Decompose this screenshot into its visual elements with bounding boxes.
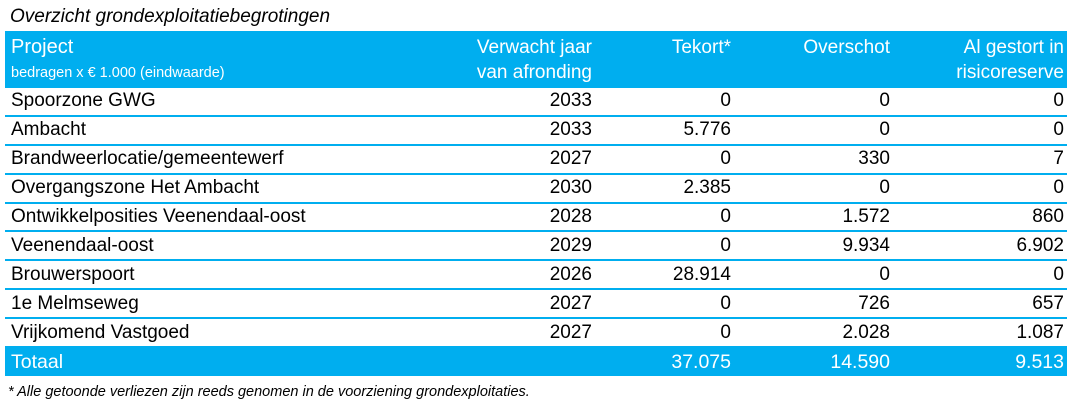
header-project-label: Project	[11, 36, 74, 58]
overschot-cell: 0	[879, 177, 890, 199]
year-cell: 2027	[549, 148, 592, 170]
year-cell: 2027	[549, 292, 592, 314]
project-cell: Ambacht	[11, 119, 86, 141]
table-row: Ambacht 2033 5.776 0 0	[5, 117, 1067, 146]
project-cell: Overgangszone Het Ambacht	[11, 177, 260, 199]
header-reserve: Al gestort in risicoreserve	[890, 31, 1067, 88]
total-reserve-cell: 9.513	[1015, 350, 1064, 373]
header-year: Verwacht jaar van afronding	[455, 31, 592, 88]
project-cell: Brandweerlocatie/gemeentewerf	[11, 148, 284, 170]
table-row: Veenendaal-oost 2029 0 9.934 6.902	[5, 232, 1067, 262]
overschot-cell: 330	[858, 148, 890, 170]
year-cell: 2030	[549, 177, 592, 199]
reserve-cell: 1.087	[1016, 321, 1064, 343]
tekort-cell: 0	[720, 234, 731, 256]
project-cell: Vrijkomend Vastgoed	[11, 321, 190, 343]
header-year-line1: Verwacht jaar	[476, 37, 592, 58]
tekort-cell: 5.776	[683, 119, 731, 141]
tekort-cell: 0	[720, 90, 731, 112]
overschot-cell: 0	[879, 263, 890, 285]
page-title: Overzicht grondexploitatiebegrotingen	[10, 6, 331, 27]
header-tekort: Tekort*	[592, 31, 731, 88]
project-cell: Brouwerspoort	[11, 263, 135, 285]
table-row: Brandweerlocatie/gemeentewerf 2027 0 330…	[5, 146, 1067, 175]
header-tekort-label: Tekort*	[671, 37, 731, 58]
total-label: Totaal	[11, 350, 64, 373]
table-row: Overgangszone Het Ambacht 2030 2.385 0 0	[5, 175, 1067, 204]
header-project-sublabel: bedragen x € 1.000 (eindwaarde)	[11, 65, 225, 81]
total-overschot-cell: 14.590	[830, 350, 890, 373]
budget-table: Project bedragen x € 1.000 (eindwaarde) …	[5, 31, 1067, 377]
table-row: Vrijkomend Vastgoed 2027 0 2.028 1.087	[5, 319, 1067, 349]
table-header-row: Project bedragen x € 1.000 (eindwaarde) …	[5, 31, 1067, 88]
project-cell: Spoorzone GWG	[11, 90, 156, 112]
header-project: Project bedragen x € 1.000 (eindwaarde)	[5, 31, 455, 88]
footnote: * Alle getoonde verliezen zijn reeds gen…	[8, 384, 530, 401]
overschot-cell: 726	[858, 292, 890, 314]
header-year-line2: van afronding	[476, 62, 592, 83]
year-cell: 2026	[549, 263, 592, 285]
header-reserve-line2: risicoreserve	[956, 62, 1064, 83]
year-cell: 2033	[549, 119, 592, 141]
reserve-cell: 0	[1053, 263, 1064, 285]
year-cell: 2033	[549, 90, 592, 112]
year-cell: 2028	[549, 206, 592, 227]
tekort-cell: 0	[720, 148, 731, 170]
header-reserve-line1: Al gestort in	[963, 37, 1064, 58]
overschot-cell: 9.934	[842, 234, 890, 256]
year-cell: 2027	[549, 321, 592, 343]
tekort-cell: 0	[720, 321, 731, 343]
overschot-cell: 0	[879, 119, 890, 141]
table-row: Ontwikkelposities Veenendaal-oost 2028 0…	[5, 204, 1067, 233]
table-row: Brouwerspoort 2026 28.914 0 0	[5, 261, 1067, 291]
tekort-cell: 0	[720, 292, 731, 314]
reserve-cell: 860	[1032, 206, 1064, 227]
project-cell: Ontwikkelposities Veenendaal-oost	[11, 206, 306, 227]
tekort-cell: 0	[720, 206, 731, 227]
project-cell: 1e Melmseweg	[11, 292, 139, 314]
overschot-cell: 1.572	[842, 206, 890, 227]
reserve-cell: 0	[1053, 119, 1064, 141]
table-row: Spoorzone GWG 2033 0 0 0	[5, 88, 1067, 117]
tekort-cell: 28.914	[672, 263, 731, 285]
reserve-cell: 6.902	[1016, 234, 1064, 256]
reserve-cell: 657	[1032, 292, 1064, 314]
reserve-cell: 0	[1053, 90, 1064, 112]
header-overschot-label: Overschot	[803, 37, 890, 58]
project-cell: Veenendaal-oost	[11, 234, 154, 256]
year-cell: 2029	[549, 234, 592, 256]
table-total-row: Totaal 37.075 14.590 9.513	[5, 348, 1067, 377]
reserve-cell: 7	[1053, 148, 1064, 170]
total-tekort-cell: 37.075	[671, 350, 731, 373]
reserve-cell: 0	[1053, 177, 1064, 199]
table-row: 1e Melmseweg 2027 0 726 657	[5, 290, 1067, 320]
overschot-cell: 0	[879, 90, 890, 112]
overschot-cell: 2.028	[842, 321, 890, 343]
total-year-cell	[455, 348, 592, 376]
header-overschot: Overschot	[731, 31, 890, 88]
tekort-cell: 2.385	[683, 177, 731, 199]
